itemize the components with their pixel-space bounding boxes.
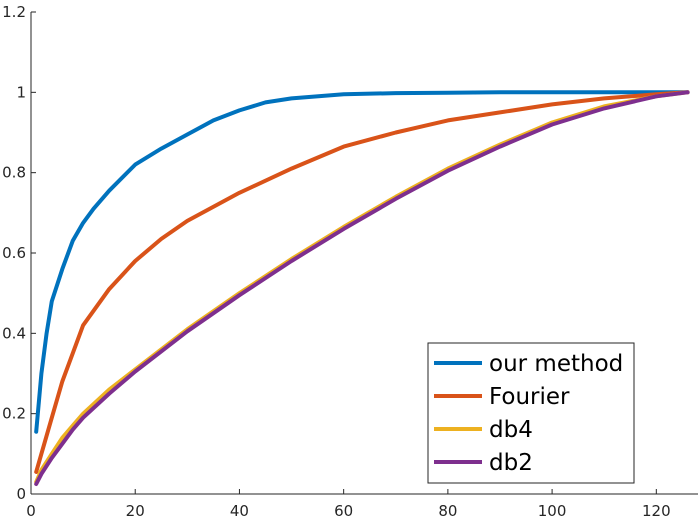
- x-tick-label: 40: [230, 502, 249, 520]
- legend-label: our method: [489, 351, 623, 377]
- legend-label: db4: [489, 417, 533, 443]
- series-line-db2: [34, 90, 690, 486]
- y-tick-label: 0.8: [2, 164, 26, 182]
- y-tick-label: 0.6: [2, 244, 26, 262]
- x-tick-label: 100: [538, 502, 567, 520]
- legend-label: db2: [489, 450, 533, 476]
- x-tick-label: 120: [642, 502, 671, 520]
- axes: 0 0.2 0.4 0.6 0.8 1 1.2 0 20 40 60 80 100 120: [2, 3, 698, 520]
- legend-box: [427, 342, 635, 484]
- legend: our method Fourier db4 db2: [427, 342, 635, 484]
- y-tick-label: 0.4: [2, 324, 26, 342]
- series-line-our-method: [34, 90, 690, 434]
- series-line-fourier: [34, 90, 690, 474]
- x-tick-label: 80: [438, 502, 457, 520]
- y-tick-label: 0.2: [2, 405, 26, 423]
- x-tick-label: 20: [126, 502, 145, 520]
- series-layer: [34, 90, 690, 486]
- x-tick-label: 0: [26, 502, 36, 520]
- x-tick-label: 60: [334, 502, 353, 520]
- legend-label: Fourier: [489, 384, 570, 410]
- y-tick-label: 1: [16, 83, 26, 101]
- y-tick-label: 0: [16, 485, 26, 503]
- y-tick-label: 1.2: [2, 3, 26, 21]
